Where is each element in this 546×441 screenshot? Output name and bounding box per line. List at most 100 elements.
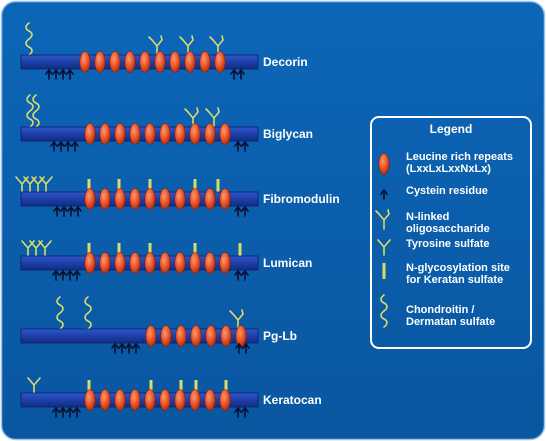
leucine-rich-repeat-icon xyxy=(174,188,186,210)
n-glycosylation-site-icon xyxy=(193,179,197,192)
leucine-rich-repeat-icon xyxy=(189,252,201,274)
leucine-rich-repeat-icon xyxy=(145,325,157,347)
legend-item-label: oligosaccharide xyxy=(406,223,490,235)
n-glycosylation-site-icon xyxy=(149,380,153,393)
legend-item-label: Chondroitin / xyxy=(406,304,474,316)
n-linked-oligosaccharide-icon xyxy=(375,209,390,230)
cysteine-residue-icon xyxy=(234,269,242,281)
legend-item-chondroitin-dermatan-sulfate: Chondroitin /Dermatan sulfate xyxy=(380,294,495,328)
tyrosine-sulfate-icon xyxy=(15,176,29,193)
legend-item-cysteine-residue: Cystein residue xyxy=(380,185,488,200)
leucine-rich-repeat-icon xyxy=(114,252,126,274)
cysteine-residue-icon xyxy=(230,68,238,80)
leucine-rich-repeat-icon xyxy=(190,325,202,347)
legend: Legend Leucine rich repeats(LxxLxLxxNxLx… xyxy=(370,116,532,349)
leucine-rich-repeat-icon xyxy=(99,123,111,145)
cysteine-residue-icon xyxy=(45,68,53,80)
tyrosine-sulfate-icon xyxy=(31,176,45,193)
leucine-rich-repeat-icon xyxy=(139,51,151,73)
legend-item-leucine-rich-repeat: Leucine rich repeats(LxxLxLxxNxLx) xyxy=(378,151,513,175)
cysteine-residue-icon xyxy=(59,406,67,418)
leucine-rich-repeat-icon xyxy=(204,252,216,274)
tyrosine-sulfate-icon xyxy=(27,377,41,394)
cysteine-residue-icon xyxy=(241,205,249,217)
n-glycosylation-site-icon xyxy=(382,263,386,279)
leucine-rich-repeat-icon xyxy=(144,188,156,210)
n-linked-oligosaccharide-icon xyxy=(229,309,244,330)
legend-item-label: N-glycosylation site xyxy=(406,262,510,274)
leucine-rich-repeat-icon xyxy=(79,51,91,73)
n-glycosylation-site-icon xyxy=(117,243,121,256)
leucine-rich-repeat-icon xyxy=(114,188,126,210)
tyrosine-sulfate-icon xyxy=(23,176,37,193)
protein-label: Fibromodulin xyxy=(263,192,340,206)
cysteine-residue-icon xyxy=(53,205,61,217)
chondroitin-dermatan-sulfate-icon xyxy=(32,94,40,128)
chondroitin-dermatan-sulfate-icon xyxy=(26,94,34,128)
leucine-rich-repeat-icon xyxy=(219,252,231,274)
n-glycosylation-site-icon xyxy=(193,243,197,256)
leucine-rich-repeat-icon xyxy=(205,325,217,347)
cysteine-residue-icon xyxy=(52,406,60,418)
n-glycosylation-site-icon xyxy=(87,243,91,256)
legend-item-label: Leucine rich repeats xyxy=(406,151,513,163)
leucine-rich-repeat-icon xyxy=(99,188,111,210)
cysteine-residue-icon xyxy=(234,406,242,418)
tyrosine-sulfate-icon xyxy=(377,239,391,256)
legend-item-tyrosine-sulfate: Tyrosine sulfate xyxy=(377,238,490,256)
n-glycosylation-site-icon xyxy=(87,380,91,393)
protein-biglycan: Biglycan xyxy=(20,94,313,152)
n-glycosylation-site-icon xyxy=(117,179,121,192)
cysteine-residue-icon xyxy=(57,140,65,152)
n-glycosylation-site-icon xyxy=(179,380,183,393)
cysteine-residue-icon xyxy=(74,205,82,217)
protein-keratocan: Keratocan xyxy=(20,377,322,418)
leucine-rich-repeat-icon xyxy=(144,123,156,145)
cysteine-residue-icon xyxy=(234,140,242,152)
leucine-rich-repeat-icon xyxy=(184,51,196,73)
n-glycosylation-site-icon xyxy=(148,243,152,256)
cysteine-residue-icon xyxy=(67,205,75,217)
leucine-rich-repeat-icon xyxy=(204,123,216,145)
leucine-rich-repeat-icon xyxy=(159,389,171,411)
n-linked-oligosaccharide-icon xyxy=(179,35,194,56)
legend-item-label: Dermatan sulfate xyxy=(406,316,495,328)
cysteine-residue-icon xyxy=(132,342,140,354)
cysteine-residue-icon xyxy=(50,140,58,152)
cysteine-residue-icon xyxy=(71,140,79,152)
cysteine-residue-icon xyxy=(237,68,245,80)
cysteine-residue-icon xyxy=(111,342,119,354)
n-glycosylation-site-icon xyxy=(194,380,198,393)
protein-label: Decorin xyxy=(263,55,308,69)
leucine-rich-repeat-icon xyxy=(84,188,96,210)
leucine-rich-repeat-icon xyxy=(160,325,172,347)
leucine-rich-repeat-icon xyxy=(129,389,141,411)
legend-item-label: for Keratan sulfate xyxy=(406,274,503,286)
n-linked-oligosaccharide-icon xyxy=(184,107,199,128)
leucine-rich-repeat-icon xyxy=(144,389,156,411)
leucine-rich-repeat-icon xyxy=(99,252,111,274)
leucine-rich-repeat-icon xyxy=(84,123,96,145)
n-glycosylation-site-icon xyxy=(238,243,242,256)
chondroitin-dermatan-sulfate-icon xyxy=(84,296,92,330)
cysteine-residue-icon xyxy=(52,269,60,281)
leucine-rich-repeat-icon xyxy=(99,389,111,411)
leucine-rich-repeat-icon xyxy=(94,51,106,73)
protein-label: Lumican xyxy=(263,256,312,270)
protein-rows: Decorin Biglycan Fibromodulin Lumican Pg-Lb K… xyxy=(15,22,340,418)
leucine-rich-repeat-icon xyxy=(129,252,141,274)
cysteine-residue-icon xyxy=(234,205,242,217)
n-glycosylation-site-icon xyxy=(224,380,228,393)
legend-items: Leucine rich repeats(LxxLxLxxNxLx) Cystei… xyxy=(375,151,513,328)
cysteine-residue-icon xyxy=(66,269,74,281)
cysteine-residue-icon xyxy=(241,406,249,418)
leucine-rich-repeat-icon xyxy=(214,51,226,73)
cysteine-residue-icon xyxy=(380,188,388,200)
cysteine-residue-icon xyxy=(241,140,249,152)
leucine-rich-repeat-icon xyxy=(129,123,141,145)
protein-label: Keratocan xyxy=(263,393,322,407)
legend-title: Legend xyxy=(430,122,473,136)
leucine-rich-repeat-icon xyxy=(174,252,186,274)
